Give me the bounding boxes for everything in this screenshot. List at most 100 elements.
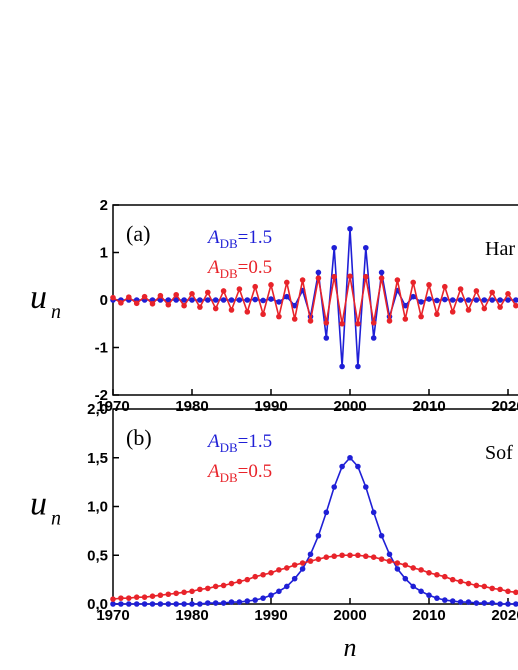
data-point — [236, 286, 243, 292]
x-tick-label: 2010 — [412, 607, 445, 624]
data-point — [402, 316, 409, 322]
data-point — [197, 586, 203, 593]
data-point — [284, 293, 290, 300]
data-point — [489, 289, 496, 296]
data-point — [141, 601, 148, 607]
data-point — [236, 297, 243, 303]
x-tick-label: 2010 — [412, 398, 445, 415]
data-point — [434, 297, 440, 304]
x-tick-label: 1990 — [254, 607, 287, 624]
data-point — [181, 601, 187, 607]
data-point — [355, 463, 361, 470]
data-point — [442, 283, 448, 290]
x-tick-label: 2020 — [491, 607, 518, 624]
data-point — [149, 301, 156, 307]
data-point — [378, 532, 385, 539]
data-point — [331, 244, 338, 251]
data-point — [212, 583, 219, 590]
data-point — [410, 293, 417, 300]
data-point — [363, 273, 369, 280]
data-point — [505, 297, 511, 303]
data-point — [378, 269, 385, 276]
data-point — [307, 318, 314, 324]
data-point — [157, 297, 164, 303]
data-point — [363, 244, 369, 251]
data-point — [110, 596, 116, 602]
legend-entry: ADB=0.5 — [206, 257, 272, 281]
data-point — [481, 583, 488, 590]
data-point — [220, 600, 227, 606]
data-point — [276, 567, 282, 573]
y-tick-label: -2 — [95, 387, 108, 404]
legend-symbol: A — [206, 431, 220, 452]
data-point — [133, 594, 140, 600]
data-point — [228, 599, 235, 605]
data-point — [355, 320, 361, 327]
data-point — [315, 532, 322, 539]
data-point — [370, 554, 377, 560]
data-point — [434, 595, 440, 601]
y-tick-label: 2 — [100, 197, 108, 214]
data-point — [252, 283, 258, 290]
data-point — [339, 320, 345, 327]
data-point — [465, 580, 472, 587]
data-point — [189, 297, 195, 303]
data-point — [378, 275, 385, 281]
annotation: Sof — [485, 442, 513, 464]
data-point — [205, 600, 211, 606]
data-point — [173, 601, 179, 607]
legend-value: =1.5 — [238, 431, 272, 452]
data-point — [220, 288, 227, 294]
data-point — [426, 296, 432, 302]
y-tick-label: -1 — [95, 340, 108, 357]
data-point — [220, 297, 227, 303]
data-point — [165, 301, 172, 308]
annotation: Har — [485, 238, 515, 260]
data-point — [205, 289, 211, 296]
series-line — [113, 456, 516, 605]
data-point — [465, 599, 472, 605]
data-point — [236, 599, 243, 605]
data-point — [315, 556, 322, 562]
legend-subscript: DB — [220, 236, 238, 251]
data-point — [513, 601, 518, 607]
data-point — [252, 573, 258, 580]
y-tick-label: 1 — [100, 245, 108, 262]
data-point — [347, 273, 353, 280]
data-point — [291, 302, 298, 309]
data-point — [126, 294, 132, 300]
data-point — [386, 558, 393, 564]
panel-label: (b) — [126, 425, 152, 450]
legend-value: =0.5 — [238, 461, 272, 482]
data-point — [268, 570, 274, 576]
panel-label: (a) — [126, 221, 150, 246]
data-point — [118, 601, 124, 607]
data-point — [260, 297, 266, 304]
y-tick-label: 0 — [100, 292, 108, 309]
x-tick-label: 2000 — [333, 398, 366, 415]
data-point — [205, 585, 211, 592]
data-point — [497, 601, 503, 607]
data-point — [481, 600, 488, 606]
x-tick-label: 2020 — [491, 398, 518, 415]
data-point — [473, 582, 480, 589]
legend-subscript: DB — [220, 266, 238, 281]
data-point — [165, 601, 172, 607]
data-point — [157, 592, 164, 599]
data-point — [252, 296, 258, 303]
data-point — [418, 567, 424, 573]
data-point — [228, 580, 235, 587]
data-point — [473, 288, 480, 294]
data-point — [189, 588, 195, 595]
data-point — [394, 277, 401, 283]
data-point — [331, 273, 338, 280]
y-axis-label-main: u — [30, 486, 47, 523]
data-point — [299, 560, 306, 566]
data-point — [307, 551, 314, 558]
data-point — [497, 297, 503, 303]
data-point — [173, 291, 179, 298]
legend-value: =1.5 — [238, 227, 272, 248]
